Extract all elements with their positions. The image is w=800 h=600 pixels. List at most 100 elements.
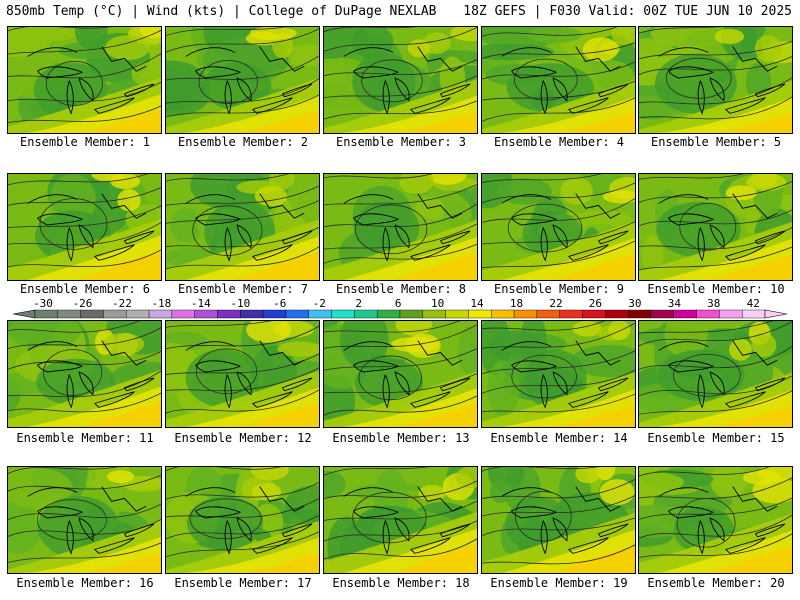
ensemble-panel [323,320,478,428]
colorbar-tick-label: 2 [355,297,362,310]
ensemble-panel [323,173,478,281]
colorbar-swatch [719,309,743,319]
ensemble-panel [481,466,636,574]
colorbar-tick-label: 18 [510,297,523,310]
colorbar-tick-label: -26 [73,297,93,310]
colorbar-swatch [491,309,515,319]
ensemble-member-label: Ensemble Member: 5 [650,135,782,149]
colorbar-tick-label: 42 [747,297,760,310]
colorbar-swatch [80,309,104,319]
ensemble-member-label: Ensemble Member: 15 [647,431,785,445]
colorbar-swatch [376,309,401,319]
ensemble-panel [481,26,636,134]
ensemble-member-label: Ensemble Member: 3 [335,135,467,149]
ensemble-panel [165,320,320,428]
colorbar-tick-label: -18 [151,297,171,310]
colorbar-swatch [308,309,332,319]
ensemble-panel [638,466,793,574]
colorbar-swatch [240,309,264,319]
temperature-map [639,174,792,280]
colorbar-swatch [57,309,81,319]
ensemble-member-label: Ensemble Member: 11 [16,431,154,445]
ensemble-panel [323,466,478,574]
colorbar-swatch [354,309,378,319]
temperature-map [8,27,161,133]
ensemble-member-label: Ensemble Member: 16 [16,576,154,590]
ensemble-member-label: Ensemble Member: 1 [19,135,151,149]
ensemble-member-label: Ensemble Member: 19 [490,576,628,590]
colorbar-swatch [741,309,766,319]
ensemble-member-label: Ensemble Member: 17 [174,576,312,590]
ensemble-panel [638,173,793,281]
ensemble-member-label: Ensemble Member: 12 [174,431,312,445]
colorbar-swatch [559,309,583,319]
colorbar-arrow-low [12,309,36,319]
ensemble-panel [638,320,793,428]
temperature-map [482,467,635,573]
ensemble-member-label: Ensemble Member: 2 [177,135,309,149]
ensemble-panel [7,173,162,281]
colorbar-swatch [126,309,150,319]
colorbar-swatch [605,309,629,319]
ensemble-member-label: Ensemble Member: 14 [490,431,628,445]
ensemble-panel [638,26,793,134]
ensemble-member-label: Ensemble Member: 6 [19,282,151,296]
ensemble-member-label: Ensemble Member: 10 [647,282,785,296]
colorbar-swatch [582,309,606,319]
temperature-map [166,174,319,280]
ensemble-panel [481,173,636,281]
ensemble-member-label: Ensemble Member: 9 [493,282,625,296]
colorbar-tick-label: 38 [707,297,720,310]
colorbar-tick-label: 26 [589,297,602,310]
temperature-map [324,467,477,573]
temperature-map [324,321,477,427]
ensemble-member-label: Ensemble Member: 18 [332,576,470,590]
ensemble-member-label: Ensemble Member: 7 [177,282,309,296]
colorbar-swatch [399,309,424,319]
ensemble-member-label: Ensemble Member: 4 [493,135,625,149]
colorbar-swatch [262,309,287,319]
temperature-map [639,321,792,427]
temperature-map [482,27,635,133]
temperature-map [166,27,319,133]
temperature-map [166,467,319,573]
colorbar-arrow-high [764,309,788,319]
colorbar-tick-label: -6 [273,297,286,310]
ensemble-panel [7,466,162,574]
temperature-map [8,174,161,280]
ensemble-member-label: Ensemble Member: 13 [332,431,470,445]
colorbar-tick-label: 30 [628,297,641,310]
colorbar-tick-label: -22 [112,297,132,310]
colorbar-swatch [331,309,355,319]
colorbar-swatch [171,309,195,319]
colorbar-swatch [34,309,59,319]
ensemble-panel [165,26,320,134]
ensemble-panel [323,26,478,134]
colorbar-tick-label: 10 [431,297,444,310]
ensemble-panel [481,320,636,428]
temperature-map [639,27,792,133]
colorbar-swatch [627,309,652,319]
colorbar-tick-label: 22 [549,297,562,310]
temperature-map [482,321,635,427]
colorbar-swatch [285,309,309,319]
temperature-map [8,321,161,427]
ensemble-panel [165,173,320,281]
ensemble-panel [165,466,320,574]
colorbar-tick-label: 6 [395,297,402,310]
temperature-map [166,321,319,427]
colorbar-tick-label: -30 [33,297,53,310]
colorbar-tick-label: 14 [470,297,484,310]
colorbar-swatch [422,309,446,319]
ensemble-panel [7,26,162,134]
colorbar-swatch [650,309,674,319]
colorbar-swatch [445,309,469,319]
colorbar-swatch [217,309,241,319]
colorbar-swatch [103,309,127,319]
ensemble-panel [7,320,162,428]
colorbar-swatch [513,309,538,319]
ensemble-member-label: Ensemble Member: 20 [647,576,785,590]
colorbar-swatch [673,309,697,319]
colorbar-tick-label: -10 [230,297,250,310]
colorbar-tick-label: 34 [668,297,682,310]
